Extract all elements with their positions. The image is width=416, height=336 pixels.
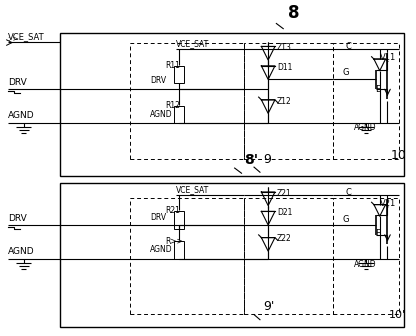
Bar — [173, 106, 184, 123]
Text: R21: R21 — [165, 206, 180, 215]
Text: R11: R11 — [165, 61, 180, 70]
Text: D11: D11 — [277, 63, 292, 72]
Text: AGND: AGND — [8, 111, 35, 120]
Text: Z12: Z12 — [277, 97, 292, 106]
Text: AGND: AGND — [354, 123, 376, 132]
Text: DRV: DRV — [150, 76, 166, 85]
Bar — [173, 242, 184, 259]
Text: DRV: DRV — [8, 78, 27, 87]
Bar — [244, 43, 333, 159]
Text: AGND: AGND — [150, 245, 172, 254]
Bar — [130, 43, 244, 159]
Text: R>>: R>> — [165, 237, 183, 246]
Text: V11: V11 — [380, 53, 396, 62]
Text: G: G — [343, 215, 349, 224]
Text: G: G — [343, 69, 349, 78]
Text: R12: R12 — [165, 100, 180, 110]
Text: 9: 9 — [263, 153, 271, 166]
Text: E: E — [375, 228, 380, 238]
Bar — [59, 183, 404, 327]
Text: VCE_SAT: VCE_SAT — [8, 32, 45, 41]
Text: DRV: DRV — [8, 214, 27, 223]
Text: 9': 9' — [263, 300, 275, 313]
Bar — [59, 33, 404, 176]
Text: : >: : > — [8, 36, 19, 42]
Bar — [333, 198, 399, 314]
Text: Z21: Z21 — [277, 189, 292, 198]
Text: 8: 8 — [287, 4, 299, 22]
Text: 8': 8' — [244, 153, 258, 167]
Text: Z22: Z22 — [277, 235, 292, 243]
Bar — [244, 198, 333, 314]
Text: V21: V21 — [380, 199, 396, 208]
Bar — [333, 43, 399, 159]
Text: AGND: AGND — [8, 247, 35, 256]
Text: 10': 10' — [389, 310, 406, 320]
Bar — [173, 66, 184, 83]
Text: 10: 10 — [390, 149, 406, 162]
Text: AGND: AGND — [354, 260, 376, 269]
Text: E: E — [375, 85, 380, 94]
Text: C: C — [346, 42, 352, 51]
Text: VCE_SAT: VCE_SAT — [176, 185, 209, 194]
Text: AGND: AGND — [150, 110, 172, 119]
Text: C: C — [346, 188, 352, 197]
Text: DRV: DRV — [150, 213, 166, 222]
Bar — [173, 211, 184, 229]
Bar — [130, 198, 244, 314]
Text: D21: D21 — [277, 208, 292, 217]
Text: Z13: Z13 — [277, 43, 292, 52]
Text: VCE_SAT: VCE_SAT — [176, 39, 209, 48]
